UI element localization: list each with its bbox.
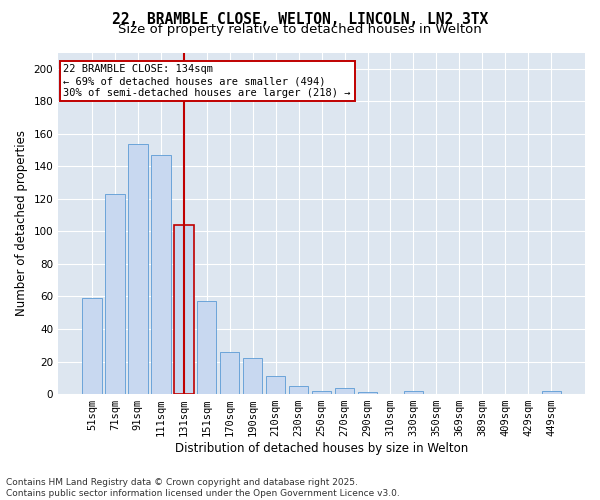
Text: 22 BRAMBLE CLOSE: 134sqm
← 69% of detached houses are smaller (494)
30% of semi-: 22 BRAMBLE CLOSE: 134sqm ← 69% of detach… (64, 64, 351, 98)
Bar (335, 388, 355, 394)
Bar (105, 194, 125, 394)
Bar (266, 376, 286, 394)
Bar (289, 386, 308, 394)
Bar (197, 302, 217, 394)
Bar (243, 358, 262, 394)
Text: 22, BRAMBLE CLOSE, WELTON, LINCOLN, LN2 3TX: 22, BRAMBLE CLOSE, WELTON, LINCOLN, LN2 … (112, 12, 488, 28)
X-axis label: Distribution of detached houses by size in Welton: Distribution of detached houses by size … (175, 442, 468, 455)
Bar (312, 391, 331, 394)
Text: Size of property relative to detached houses in Welton: Size of property relative to detached ho… (118, 22, 482, 36)
Bar (151, 155, 170, 394)
Bar (82, 298, 101, 394)
Bar (128, 144, 148, 394)
Bar (174, 225, 194, 394)
Bar (358, 392, 377, 394)
Bar (542, 391, 561, 394)
Bar (404, 391, 423, 394)
Bar (220, 352, 239, 394)
Text: Contains HM Land Registry data © Crown copyright and database right 2025.
Contai: Contains HM Land Registry data © Crown c… (6, 478, 400, 498)
Y-axis label: Number of detached properties: Number of detached properties (15, 130, 28, 316)
